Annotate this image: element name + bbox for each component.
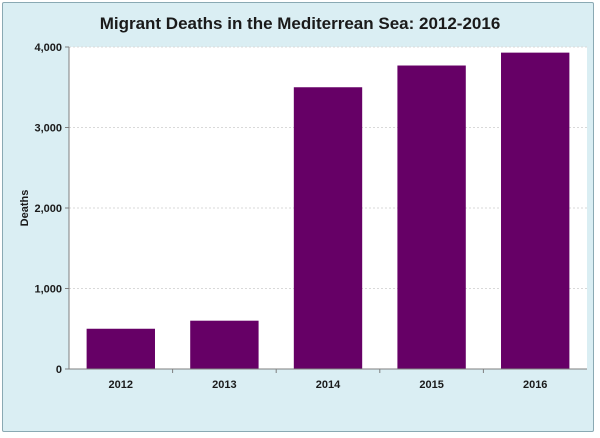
x-tick-label: 2016 [523,379,547,391]
chart-title: Migrant Deaths in the Mediterrean Sea: 2… [99,14,501,33]
x-tick-label: 2013 [212,379,236,391]
bar-2016 [501,52,570,369]
bar-2015 [397,65,466,369]
x-tick-labels: 2012 2013 2014 2015 2016 [109,369,547,391]
bar-2012 [86,328,155,369]
y-axis-label: Deaths [19,190,31,227]
y-tick-label: 4,000 [34,42,62,54]
y-tick-label: 0 [56,364,62,376]
x-tick-label: 2012 [109,379,133,391]
bar-2013 [190,320,259,369]
bars [86,52,570,369]
bar-2014 [293,87,363,369]
x-tick-label: 2014 [316,379,341,391]
y-tick-labels: 0 1,000 2,000 3,000 4,000 [34,42,69,376]
y-tick-label: 3,000 [34,123,62,135]
y-tick-label: 1,000 [34,284,62,296]
x-tick-label: 2015 [419,379,443,391]
y-tick-label: 2,000 [34,203,62,215]
